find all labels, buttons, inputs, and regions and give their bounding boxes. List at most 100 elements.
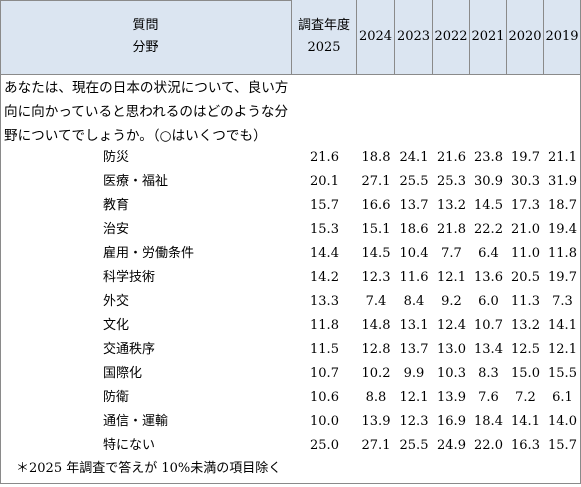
value-cell: 14.4 [310,246,339,261]
value-cell: 30.3 [511,174,540,189]
value-cell: 18.4 [474,414,503,429]
value-cell: 11.3 [511,294,540,309]
value-cell: 15.3 [310,222,339,237]
year-header: 2019 [544,0,581,75]
row-label: 医療・福祉 [103,174,169,189]
question-text: あなたは、現在の日本の状況について、良い方向に向かっていると思われるのはどのよう… [4,80,289,144]
value-cell: 21.0 [511,222,540,237]
year-header: 2020 [507,0,544,75]
row-label: 特にない [103,438,156,453]
value-cell: 14.0 [548,414,577,429]
value-cell: 16.3 [511,438,540,453]
year-label: 2022 [434,29,468,44]
value-cell: 11.0 [511,246,540,261]
value-cell: 15.0 [511,366,540,381]
value-cell: 8.8 [365,390,387,405]
value-cell: 13.9 [361,414,391,429]
year-label: 2021 [471,29,505,44]
value-cell: 12.8 [361,342,391,357]
value-cell: 19.7 [548,270,577,285]
value-cell: 13.2 [511,318,540,333]
value-cell: 31.9 [548,174,577,189]
value-cell: 21.6 [437,150,466,165]
value-cell: 12.5 [511,342,540,357]
value-cell: 14.5 [361,246,391,261]
value-cell: 27.1 [361,174,391,189]
year-header: 2024 [357,0,395,75]
value-cell: 25.5 [399,438,429,453]
value-cell: 20.5 [511,270,540,285]
value-cell: 25.0 [310,438,339,453]
value-cell: 11.6 [399,270,429,285]
value-cell: 18.8 [361,150,391,165]
value-cell: 7.6 [478,390,499,405]
value-cell: 13.2 [437,198,466,213]
value-cell: 13.0 [437,342,466,357]
value-cell: 13.4 [474,342,503,357]
row-label: 雇用・労働条件 [103,246,195,261]
value-cell: 19.4 [548,222,577,237]
year-header: 2023 [395,0,433,75]
value-cell: 13.1 [399,318,429,333]
value-cell: 7.4 [365,294,387,309]
value-cell: 19.7 [511,150,540,165]
value-cell: 10.6 [310,390,339,405]
value-cell: 18.6 [399,222,429,237]
row-label: 科学技術 [103,270,156,285]
value-cell: 14.8 [361,318,391,333]
row-label: 国際化 [103,366,143,381]
field-label: 分野 [132,40,159,55]
value-cell: 13.9 [437,390,466,405]
year-header: 2022 [433,0,470,75]
value-cell: 6.1 [552,390,573,405]
value-cell: 23.8 [474,150,503,165]
row-label: 教育 [103,198,130,213]
value-cell: 15.5 [548,366,577,381]
value-cell: 14.2 [310,270,339,285]
value-cell: 14.1 [548,318,577,333]
value-cell: 25.3 [437,174,466,189]
value-cell: 24.9 [437,438,466,453]
value-cell: 10.4 [399,246,429,261]
value-cell: 12.4 [437,318,466,333]
value-cell: 7.3 [552,294,573,309]
value-cell: 8.4 [403,294,425,309]
value-cell: 15.7 [310,198,339,213]
value-cell: 11.8 [310,318,339,333]
year-label: 2023 [396,29,431,44]
value-cell: 13.7 [399,342,429,357]
value-cell: 16.6 [361,198,391,213]
footnote: ＊2025 年調査で答えが 10%未満の項目除く [16,461,282,476]
value-cell: 22.0 [474,438,503,453]
value-cell: 21.8 [437,222,466,237]
row-label: 治安 [103,222,130,237]
question-label: 質問 [132,18,159,33]
value-cell: 11.8 [548,246,577,261]
year-label: 2020 [508,29,542,44]
row-label: 交通秩序 [103,342,156,357]
value-cell: 15.7 [548,438,577,453]
value-cell: 12.3 [361,270,391,285]
year-header: 調査年度 2025 [292,0,357,75]
year-label: 2025 [307,40,341,55]
value-cell: 20.1 [310,174,339,189]
value-cell: 14.5 [474,198,503,213]
value-cell: 10.2 [361,366,391,381]
year-header: 2021 [470,0,507,75]
value-cell: 12.1 [548,342,577,357]
value-cell: 21.1 [548,150,577,165]
value-cell: 11.5 [310,342,339,357]
row-label: 文化 [103,318,130,333]
row-label: 外交 [103,294,130,309]
value-cell: 8.3 [478,366,499,381]
row-label: 通信・運輸 [103,414,169,429]
value-cell: 24.1 [399,150,429,165]
value-cell: 6.4 [478,246,499,261]
value-cell: 10.0 [310,414,339,429]
survey-year-label: 調査年度 [297,18,350,33]
header-field-cell: 質問 分野 [0,0,292,75]
value-cell: 10.7 [310,366,339,381]
value-cell: 10.7 [474,318,503,333]
value-cell: 9.9 [403,366,425,381]
